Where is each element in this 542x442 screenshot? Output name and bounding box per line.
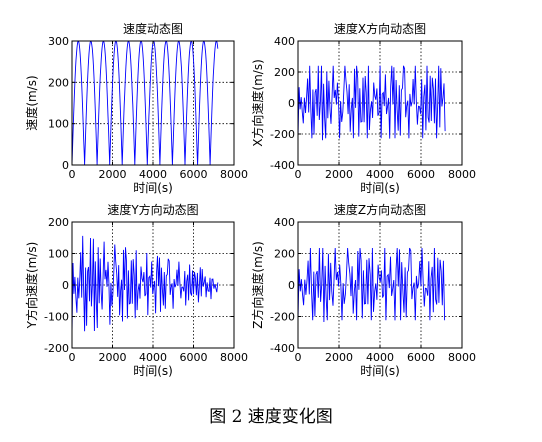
- x-tick-label: 4000: [366, 168, 394, 181]
- x-tick-label: 2000: [325, 168, 353, 181]
- y-tick-label: -400: [270, 159, 295, 172]
- y-tick-label: -400: [270, 342, 295, 355]
- chart-figure: 0 2000 4000 6000 80000100200300速度动态图时间(s)速度(…: [24, 21, 476, 378]
- y-tick-label: 400: [274, 35, 295, 48]
- x-axis-label: 时间(s): [133, 181, 173, 195]
- series-line: [297, 65, 446, 141]
- x-tick-label: 0: [69, 168, 76, 181]
- y-tick-label: -200: [270, 311, 295, 324]
- x-tick-label: 2000: [99, 351, 127, 364]
- x-tick-label: 8000: [448, 351, 476, 364]
- x-tick-label: 8000: [220, 168, 248, 181]
- x-tick-label: 2000: [99, 168, 127, 181]
- y-tick-label: 200: [274, 248, 295, 261]
- chart-panel-3: 0 2000 4000 6000 8000 -200 -100 0 100 200 速度Y方向动态图…: [24, 202, 248, 378]
- y-tick-label: 0: [62, 159, 69, 172]
- y-tick-label: -200: [270, 128, 295, 141]
- x-axis-label: 时间(s): [133, 364, 173, 378]
- y-axis-label: Z方向速度(m/s): [250, 241, 265, 329]
- x-axis-label: 时间(s): [360, 364, 400, 378]
- x-tick-label: 4000: [139, 168, 167, 181]
- y-tick-label: 200: [274, 66, 295, 79]
- y-tick-label: 0: [288, 97, 295, 110]
- series-line: [297, 247, 446, 323]
- y-tick-label: 100: [48, 118, 69, 131]
- x-tick-label: 4000: [366, 351, 394, 364]
- x-tick-label: 0: [295, 351, 302, 364]
- chart-panel-2: 0 2000 4000 6000 8000 -400 -200 0 200 400 速度X方向动态图…: [250, 21, 476, 195]
- y-tick-label: 0: [62, 279, 69, 292]
- x-tick-label: 6000: [180, 168, 208, 181]
- x-tick-label: 0: [69, 351, 76, 364]
- y-tick-label: 200: [48, 216, 69, 229]
- x-tick-label: 0: [295, 168, 302, 181]
- x-tick-label: 2000: [325, 351, 353, 364]
- x-tick-label: 4000: [139, 351, 167, 364]
- series-line: [71, 40, 219, 166]
- chart-title: 速度X方向动态图: [334, 21, 426, 36]
- x-tick-label: 6000: [180, 351, 208, 364]
- y-axis-label: X方向速度(m/s): [250, 59, 265, 147]
- y-tick-label: 200: [48, 76, 69, 89]
- y-tick-label: 0: [288, 279, 295, 292]
- chart-title: 速度动态图: [123, 21, 183, 36]
- chart-title: 速度Z方向动态图: [334, 202, 426, 217]
- x-tick-label: 8000: [220, 351, 248, 364]
- x-tick-label: 6000: [407, 351, 435, 364]
- series-line: [71, 235, 219, 335]
- chart-title: 速度Y方向动态图: [107, 202, 198, 217]
- chart-panel-4: 0 2000 4000 6000 8000 -400 -200 0 200 400 速度Z方向动态图…: [250, 202, 476, 378]
- x-tick-label: 6000: [407, 168, 435, 181]
- y-tick-label: -200: [44, 342, 69, 355]
- x-tick-label: 8000: [448, 168, 476, 181]
- y-tick-label: 300: [48, 35, 69, 48]
- y-tick-label: -100: [44, 311, 69, 324]
- x-axis-label: 时间(s): [360, 181, 400, 195]
- y-axis-label: Y方向速度(m/s): [24, 242, 39, 330]
- y-tick-label: 400: [274, 216, 295, 229]
- figure-caption: 图 2 速度变化图: [209, 407, 333, 427]
- y-axis-label: 速度(m/s): [24, 75, 39, 130]
- y-tick-label: 100: [48, 248, 69, 261]
